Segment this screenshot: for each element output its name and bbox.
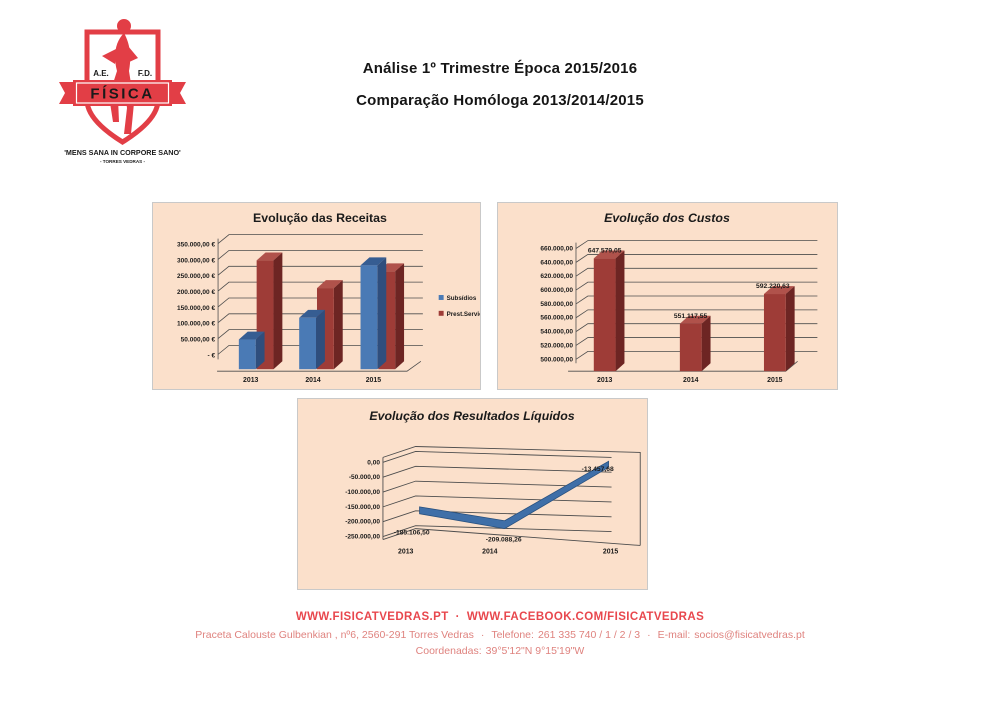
svg-text:580.000,00: 580.000,00 [540, 301, 573, 308]
svg-text:150.000,00 €: 150.000,00 € [177, 305, 215, 312]
logo-location: - TORRES VEDRAS - [100, 159, 146, 164]
resultados-categories: 2013 2014 2015 [398, 548, 618, 555]
receitas-yticks: 350.000,00 € 300.000,00 € 250.000,00 € 2… [177, 242, 215, 360]
custos-bars [593, 250, 795, 372]
footer-separator: · [647, 629, 651, 641]
chart-resultados: Evolução dos Resultados Líquidos 0,00 -5… [297, 398, 648, 590]
logo-initials-left: A.E. [93, 69, 109, 78]
coordinates-label: Coordenadas: [415, 645, 482, 657]
footer-separator: · [480, 629, 485, 641]
facebook-link[interactable]: WWW.FACEBOOK.COM/FISICATVEDRAS [466, 611, 705, 623]
address-text: Praceta Calouste Gulbenkian , nº6, 2560-… [195, 629, 474, 641]
svg-text:540.000,00: 540.000,00 [540, 329, 573, 336]
club-logo: A.E. F.D. FÍSICA 'MENS SANA IN CORPORE S… [55, 8, 190, 166]
logo-motto: 'MENS SANA IN CORPORE SANO' [64, 148, 181, 157]
svg-text:660.000,00: 660.000,00 [540, 245, 573, 252]
document-title: Análise 1º Trimestre Época 2015/2016 [362, 60, 638, 77]
svg-text:551.117,55: 551.117,55 [674, 313, 708, 320]
svg-text:600.000,00: 600.000,00 [540, 287, 573, 294]
phone-number: 261 335 740 / 1 / 2 / 3 [537, 629, 641, 641]
receitas-legend: Subsídios Prest.Serviç. [438, 295, 480, 318]
svg-text:2013: 2013 [243, 377, 259, 384]
svg-text:640.000,00: 640.000,00 [540, 259, 573, 266]
resultados-yticks: 0,00 -50.000,00 -100.000,00 -150.000,00 … [345, 459, 380, 540]
logo-initials-right: F.D. [138, 69, 152, 78]
svg-text:-250.000,00: -250.000,00 [345, 534, 380, 541]
chart-custos: Evolução dos Custos 660.000,00 640.000,0… [497, 202, 838, 390]
svg-text:-185.106,50: -185.106,50 [394, 530, 430, 537]
svg-text:-50.000,00: -50.000,00 [349, 474, 381, 481]
svg-text:2014: 2014 [683, 377, 699, 384]
footer-coordinates: Coordenadas: 39°5'12"N 9°15'19"W [0, 645, 1000, 657]
legend-swatch-prest-servic [438, 310, 444, 316]
coordinates-value: 39°5'12"N 9°15'19"W [485, 645, 585, 657]
banner-icon [59, 80, 186, 106]
phone-label: Telefone: [491, 629, 534, 641]
receitas-gridlines [217, 234, 423, 372]
logo-name: FÍSICA [90, 86, 154, 103]
chart-receitas-title: Evolução das Receitas [253, 211, 387, 225]
svg-text:-200.000,00: -200.000,00 [345, 519, 380, 526]
svg-text:50.000,00 €: 50.000,00 € [181, 337, 216, 344]
svg-text:350.000,00 €: 350.000,00 € [177, 242, 215, 249]
email-link[interactable]: socios@fisicatvedras.pt [694, 629, 805, 641]
footer-links: WWW.FISICATVEDRAS.PT · WWW.FACEBOOK.COM/FI… [0, 611, 1000, 623]
svg-text:-100.000,00: -100.000,00 [345, 489, 380, 496]
chart-resultados-title: Evolução dos Resultados Líquidos [369, 409, 574, 423]
svg-text:2014: 2014 [305, 377, 321, 384]
custos-categories: 2013 2014 2015 [597, 377, 783, 384]
resultados-data-labels: -185.106,50 -209.088,26 -13.457,68 [394, 466, 614, 543]
custos-data-labels: 647.579,05 551.117,55 592.220,63 [588, 247, 790, 319]
custos-yticks: 660.000,00 640.000,00 620.000,00 600.000… [540, 245, 573, 363]
document-subtitle: Comparação Homóloga 2013/2014/2015 [356, 92, 644, 109]
chart-receitas: Evolução das Receitas 350.000,00 € 300.0… [152, 202, 481, 390]
svg-text:560.000,00: 560.000,00 [540, 315, 573, 322]
svg-text:2015: 2015 [767, 377, 783, 384]
footer-separator: · [455, 611, 460, 623]
svg-text:500.000,00: 500.000,00 [540, 356, 573, 363]
svg-text:620.000,00: 620.000,00 [540, 273, 573, 280]
website-link[interactable]: WWW.FISICATVEDRAS.PT [295, 611, 449, 623]
svg-text:-13.457,68: -13.457,68 [582, 466, 614, 473]
resultados-line-ribbon [419, 460, 609, 530]
legend-label-prest-servic: Prest.Serviç. [447, 311, 480, 318]
svg-text:592.220,63: 592.220,63 [756, 283, 790, 290]
svg-text:100.000,00 €: 100.000,00 € [177, 321, 215, 328]
receitas-bars [238, 252, 405, 370]
svg-text:0,00: 0,00 [367, 459, 380, 466]
svg-text:2014: 2014 [482, 548, 498, 555]
svg-text:300.000,00 €: 300.000,00 € [177, 257, 215, 264]
resultados-gridlines [382, 446, 641, 546]
legend-swatch-subsidios [438, 295, 444, 300]
svg-text:2013: 2013 [398, 548, 414, 555]
svg-text:2015: 2015 [366, 377, 382, 384]
svg-text:2015: 2015 [603, 548, 619, 555]
custos-gridlines [568, 240, 818, 372]
svg-text:200.000,00 €: 200.000,00 € [177, 289, 215, 296]
club-logo-icon: A.E. F.D. FÍSICA 'MENS SANA IN CORPORE S… [59, 19, 186, 164]
email-label: E-mail: [657, 629, 691, 641]
svg-text:-150.000,00: -150.000,00 [345, 504, 380, 511]
svg-text:-209.088,26: -209.088,26 [486, 537, 522, 544]
svg-text:2013: 2013 [597, 377, 613, 384]
legend-label-subsidios: Subsídios [447, 295, 477, 302]
footer-address: Praceta Calouste Gulbenkian , nº6, 2560-… [0, 629, 1000, 641]
svg-text:520.000,00: 520.000,00 [540, 342, 573, 349]
svg-text:250.000,00 €: 250.000,00 € [177, 273, 215, 280]
chart-custos-title: Evolução dos Custos [604, 211, 730, 225]
receitas-categories: 2013 2014 2015 [243, 377, 381, 384]
svg-text:647.579,05: 647.579,05 [588, 247, 622, 254]
svg-text:- €: - € [207, 352, 215, 359]
